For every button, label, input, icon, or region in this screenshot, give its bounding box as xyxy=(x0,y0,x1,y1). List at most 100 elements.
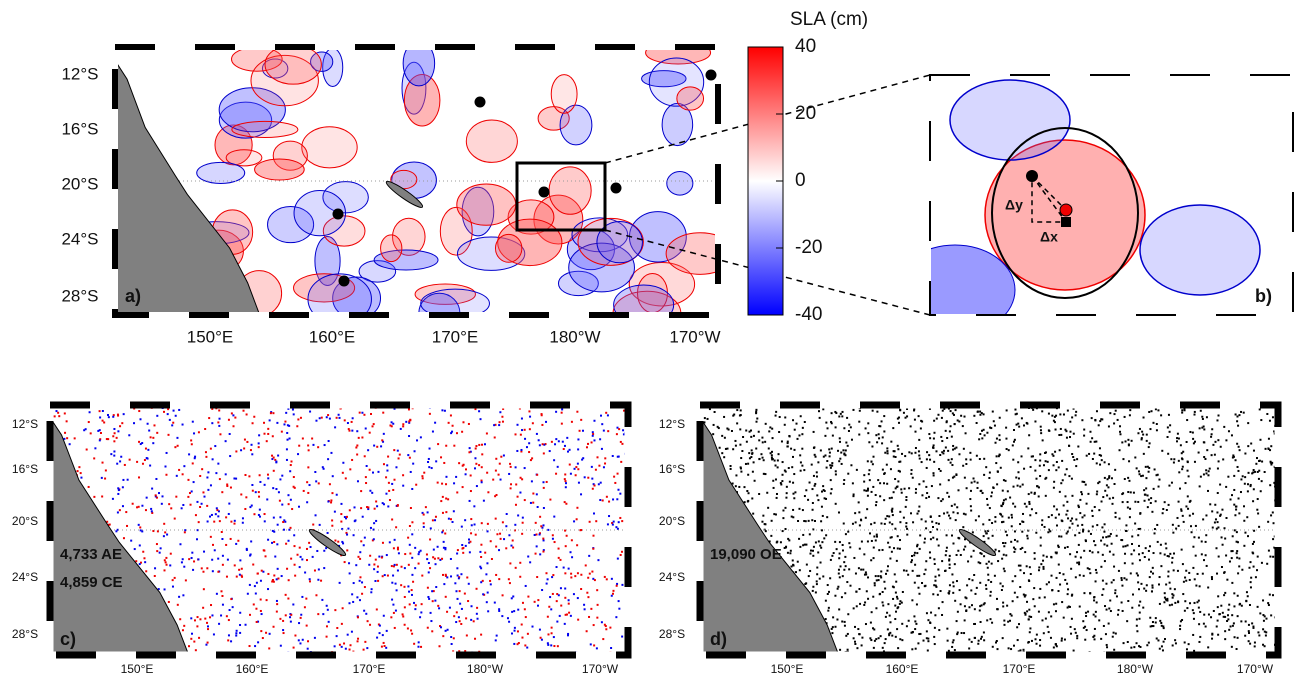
eddy-dot xyxy=(726,427,729,430)
eddy-dot xyxy=(893,450,896,453)
eddy-dot xyxy=(1249,483,1252,486)
eddy-dot xyxy=(520,448,523,451)
eddy-dot xyxy=(277,491,280,494)
eddy-dot xyxy=(928,407,931,410)
eddy-dot xyxy=(1108,535,1111,538)
eddy-dot xyxy=(531,625,534,628)
eddy-dot xyxy=(815,475,818,478)
eddy-dot xyxy=(856,647,859,650)
eddy-dot xyxy=(1012,644,1015,647)
eddy-dot xyxy=(1150,497,1153,500)
eddy-dot xyxy=(902,411,905,414)
eddy-dot xyxy=(1083,434,1086,437)
eddy-dot xyxy=(888,632,891,635)
eddy-dot xyxy=(868,479,871,482)
eddy-dot xyxy=(1215,547,1218,550)
eddy-dot xyxy=(791,466,794,469)
eddy-dot xyxy=(881,436,884,439)
eddy-dot xyxy=(1139,512,1142,515)
eddy-dot xyxy=(399,427,402,430)
eddy-dot xyxy=(1081,516,1084,519)
eddy-dot xyxy=(137,523,140,526)
eddy-dot xyxy=(1266,562,1269,565)
eddy-dot xyxy=(598,464,601,467)
eddy-dot xyxy=(963,605,966,608)
eddy-dot xyxy=(217,421,220,424)
eddy-dot xyxy=(548,605,551,608)
eddy-dot xyxy=(916,543,919,546)
eddy-dot xyxy=(502,407,505,410)
eddy-dot xyxy=(564,480,567,483)
eddy-dot xyxy=(1232,454,1235,457)
eddy-dot xyxy=(764,440,767,443)
eddy-dot xyxy=(396,546,399,549)
eddy-dot xyxy=(814,541,817,544)
eddy-dot xyxy=(1142,606,1145,609)
eddy-dot xyxy=(1053,421,1056,424)
eddy-dot xyxy=(141,462,144,465)
eddy-dot xyxy=(1155,474,1158,477)
eddy-dot xyxy=(933,584,936,587)
eddy-dot xyxy=(1074,576,1077,579)
eddy-dot xyxy=(453,444,456,447)
eddy-dot xyxy=(545,582,548,585)
eddy-dot xyxy=(925,630,928,633)
eddy-dot xyxy=(970,509,973,512)
eddy-dot xyxy=(139,526,142,529)
eddy-dot xyxy=(1100,637,1103,640)
eddy-dot xyxy=(263,513,266,516)
eddy-dot xyxy=(951,464,954,467)
eddy-dot xyxy=(474,408,477,411)
eddy-dot xyxy=(469,490,472,493)
map-frame xyxy=(112,44,721,318)
eddy-dot xyxy=(239,631,242,634)
eddy-dot xyxy=(188,558,191,561)
eddy-dot xyxy=(911,555,914,558)
eddy-dot xyxy=(1244,634,1247,637)
eddy-dot xyxy=(1147,470,1150,473)
eddy-dot xyxy=(1078,561,1081,564)
eddy-dot xyxy=(151,487,154,490)
eddy-dot xyxy=(778,415,781,418)
eddy-dot xyxy=(277,577,280,580)
eddy-dot xyxy=(793,448,796,451)
eddy-dot xyxy=(486,471,489,474)
eddy-dot xyxy=(852,607,855,610)
eddy-dot xyxy=(542,537,545,540)
eddy-dot xyxy=(615,526,618,529)
eddy-dot xyxy=(163,569,166,572)
eddy-dot xyxy=(1029,572,1032,575)
eddy-dot xyxy=(306,501,309,504)
eddy-dot xyxy=(1163,592,1166,595)
eddy-dot xyxy=(83,429,86,432)
eddy-dot xyxy=(183,624,186,627)
eddy-dot xyxy=(799,461,802,464)
eddy-dot xyxy=(257,446,260,449)
eddy-dot xyxy=(873,535,876,538)
eddy-dot xyxy=(206,621,209,624)
eddy-dot xyxy=(1057,546,1060,549)
eddy-dot xyxy=(1062,573,1065,576)
land xyxy=(115,59,261,315)
eddy-dot xyxy=(819,449,822,452)
eddy-dot xyxy=(783,546,786,549)
eddy-dot xyxy=(1092,613,1095,616)
eddy-dot xyxy=(911,476,914,479)
eddy-dot xyxy=(138,544,141,547)
eddy-dot xyxy=(923,573,926,576)
eddy-dot xyxy=(1047,611,1050,614)
eddy-dot xyxy=(1246,535,1249,538)
eddy-dot xyxy=(730,429,733,432)
eddy-dot xyxy=(98,429,101,432)
eddy-dot xyxy=(871,445,874,448)
eddy-dot xyxy=(119,425,122,428)
eddy-dot xyxy=(117,489,120,492)
eddy-dot xyxy=(1157,485,1160,488)
eddy-dot xyxy=(529,415,532,418)
eddy-dot xyxy=(257,442,260,445)
eddy-dot xyxy=(874,504,877,507)
eddy-dot xyxy=(1185,505,1188,508)
eddy-dot xyxy=(1011,600,1014,603)
eddy-dot xyxy=(1251,622,1254,625)
eddy-dot xyxy=(1134,456,1137,459)
